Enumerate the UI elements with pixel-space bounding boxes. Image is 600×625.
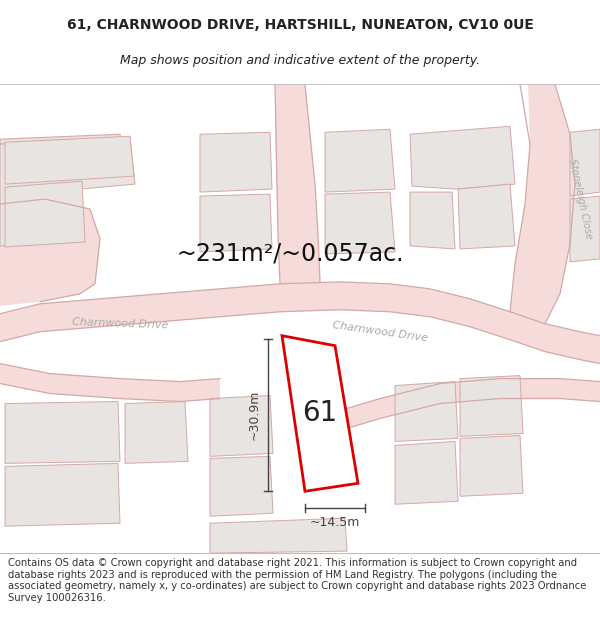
Text: ~14.5m: ~14.5m bbox=[310, 516, 360, 529]
Polygon shape bbox=[330, 379, 600, 434]
Polygon shape bbox=[282, 336, 358, 491]
Text: Contains OS data © Crown copyright and database right 2021. This information is : Contains OS data © Crown copyright and d… bbox=[8, 558, 586, 603]
Polygon shape bbox=[5, 136, 134, 184]
Text: Charnwood Drive: Charnwood Drive bbox=[332, 320, 428, 343]
Polygon shape bbox=[5, 401, 120, 463]
Polygon shape bbox=[5, 181, 85, 247]
Polygon shape bbox=[0, 138, 135, 246]
Polygon shape bbox=[275, 84, 320, 284]
Polygon shape bbox=[395, 382, 458, 441]
Text: 61: 61 bbox=[302, 399, 338, 428]
Polygon shape bbox=[210, 456, 273, 516]
Polygon shape bbox=[210, 518, 347, 553]
Polygon shape bbox=[460, 376, 523, 436]
Polygon shape bbox=[510, 84, 575, 324]
Polygon shape bbox=[458, 184, 515, 249]
Polygon shape bbox=[210, 396, 273, 456]
Polygon shape bbox=[125, 401, 188, 463]
Polygon shape bbox=[0, 134, 125, 242]
Text: Stoneleigh Close: Stoneleigh Close bbox=[566, 158, 593, 240]
Text: ~30.9m: ~30.9m bbox=[248, 390, 260, 440]
Polygon shape bbox=[325, 192, 395, 254]
Polygon shape bbox=[0, 199, 100, 306]
Polygon shape bbox=[0, 282, 600, 364]
Polygon shape bbox=[570, 196, 600, 262]
Text: Charnwood Drive: Charnwood Drive bbox=[71, 317, 169, 331]
Polygon shape bbox=[200, 194, 272, 252]
Polygon shape bbox=[395, 441, 458, 504]
Text: 61, CHARNWOOD DRIVE, HARTSHILL, NUNEATON, CV10 0UE: 61, CHARNWOOD DRIVE, HARTSHILL, NUNEATON… bbox=[67, 18, 533, 32]
Polygon shape bbox=[410, 192, 455, 249]
Polygon shape bbox=[570, 129, 600, 196]
Polygon shape bbox=[0, 139, 78, 179]
Text: Map shows position and indicative extent of the property.: Map shows position and indicative extent… bbox=[120, 54, 480, 68]
Polygon shape bbox=[325, 129, 395, 192]
Text: ~231m²/~0.057ac.: ~231m²/~0.057ac. bbox=[176, 242, 404, 266]
Polygon shape bbox=[0, 364, 220, 401]
Polygon shape bbox=[410, 126, 515, 189]
Polygon shape bbox=[200, 132, 272, 192]
Polygon shape bbox=[5, 463, 120, 526]
Polygon shape bbox=[460, 436, 523, 496]
